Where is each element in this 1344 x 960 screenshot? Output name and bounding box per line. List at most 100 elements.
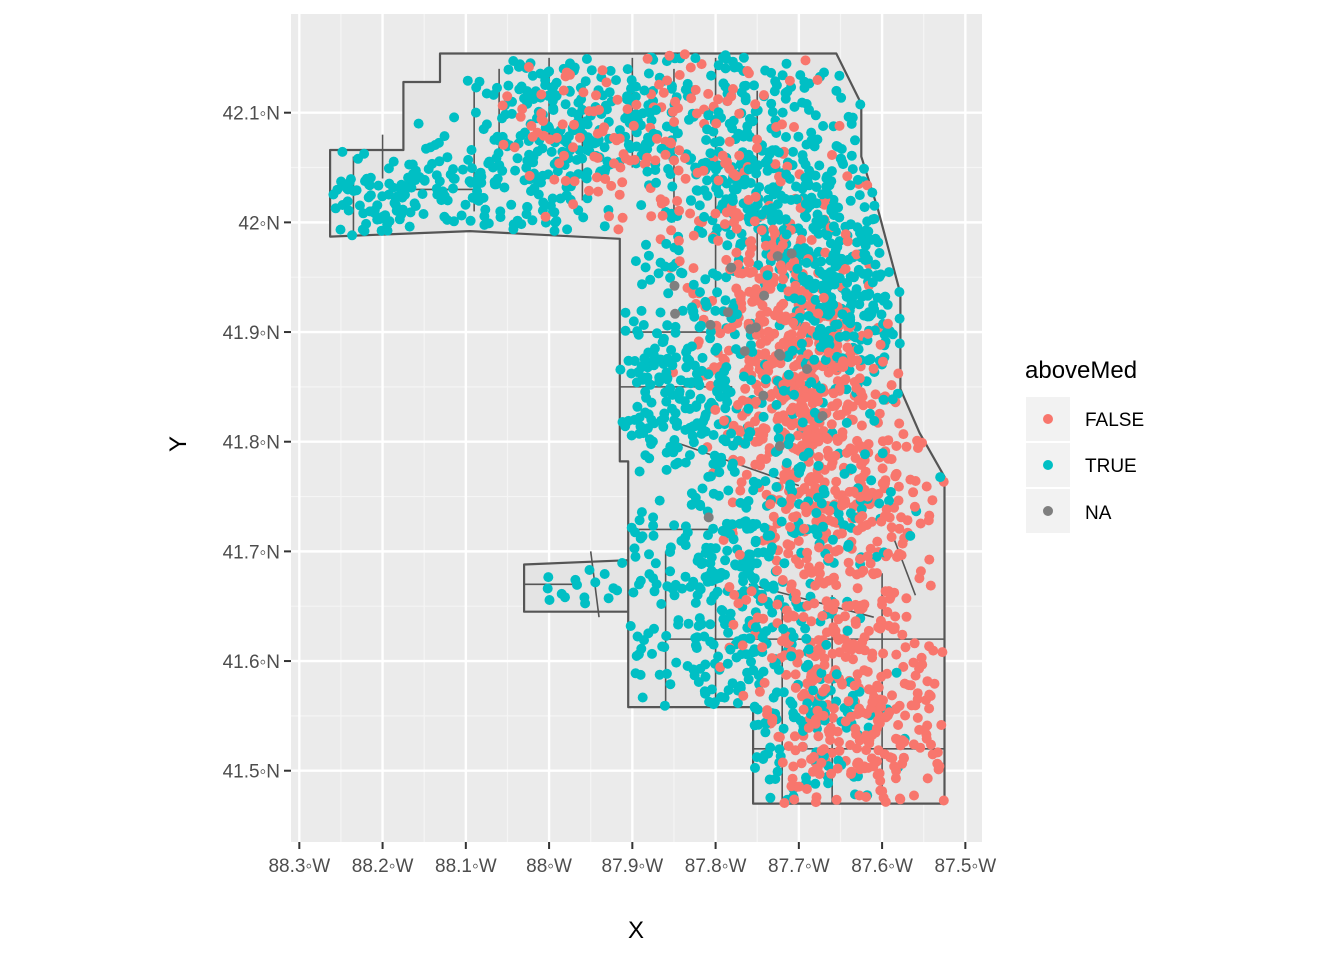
x-tick-label: 87.6◦W <box>851 856 913 877</box>
data-point-false <box>843 696 854 707</box>
data-point-true <box>870 259 881 270</box>
data-point-false <box>568 142 578 153</box>
data-point-false <box>788 512 799 523</box>
data-point-true <box>866 475 877 486</box>
data-point-false <box>735 485 746 496</box>
data-point-true <box>799 210 810 221</box>
data-point-false <box>746 586 757 597</box>
data-point-false <box>813 452 824 462</box>
data-point-false <box>810 714 821 725</box>
data-point-false <box>875 785 886 796</box>
data-point-false <box>760 424 771 434</box>
data-point-true <box>831 669 842 680</box>
data-point-true <box>612 585 623 596</box>
data-point-true <box>859 163 869 174</box>
data-point-false <box>497 100 508 111</box>
data-point-true <box>748 476 759 487</box>
data-point-true <box>837 309 848 320</box>
data-point-true <box>749 701 760 712</box>
data-point-true <box>620 421 631 432</box>
data-point-true <box>842 625 853 636</box>
data-point-false <box>870 727 881 738</box>
data-point-true <box>657 641 668 652</box>
data-point-true <box>680 403 691 414</box>
data-point-false <box>766 653 777 664</box>
data-point-true <box>700 274 711 285</box>
data-point-true <box>377 191 388 202</box>
data-point-false <box>842 342 853 353</box>
data-point-true <box>731 344 741 355</box>
data-point-true <box>622 64 633 75</box>
data-point-true <box>689 421 700 432</box>
data-point-false <box>568 199 579 210</box>
data-point-false <box>748 266 758 277</box>
data-point-true <box>640 262 651 273</box>
data-point-true <box>778 687 789 698</box>
data-point-false <box>818 292 829 303</box>
data-point-false <box>777 575 788 585</box>
data-point-false <box>874 768 885 779</box>
data-point-true <box>646 414 657 425</box>
data-point-false <box>680 153 690 164</box>
data-point-true <box>670 579 681 590</box>
legend-item-true: TRUE <box>1026 443 1137 487</box>
data-point-false <box>790 280 801 291</box>
data-point-false <box>862 491 873 502</box>
data-point-true <box>748 485 759 496</box>
data-point-false <box>724 136 735 147</box>
data-point-true <box>887 394 898 405</box>
data-point-false <box>657 210 668 221</box>
data-point-true <box>842 277 853 288</box>
data-point-true <box>673 619 684 630</box>
data-point-true <box>771 482 782 492</box>
x-tick-label: 88.2◦W <box>352 856 414 877</box>
data-point-true <box>869 200 880 211</box>
data-point-false <box>897 538 908 549</box>
data-point-true <box>814 160 825 171</box>
data-point-true <box>478 124 489 135</box>
data-point-false <box>609 158 619 169</box>
data-point-true <box>626 430 637 441</box>
data-point-false <box>848 486 859 497</box>
data-point-true <box>750 762 760 773</box>
data-point-true <box>682 353 693 364</box>
data-point-true <box>544 595 555 605</box>
data-point-false <box>750 416 760 427</box>
data-point-true <box>735 497 746 508</box>
data-point-true <box>680 424 691 435</box>
data-point-false <box>908 657 919 668</box>
data-point-true <box>697 228 708 238</box>
data-point-true <box>404 159 415 170</box>
data-point-false <box>818 710 829 721</box>
data-point-true <box>712 586 723 597</box>
x-tick-label: 87.5◦W <box>935 856 997 877</box>
data-point-false <box>901 611 912 622</box>
data-point-false <box>685 208 696 219</box>
data-point-true <box>877 448 888 459</box>
data-point-false <box>781 669 792 680</box>
data-point-true <box>603 593 614 604</box>
data-point-false <box>843 557 854 568</box>
data-point-true <box>729 466 740 477</box>
data-point-true <box>789 389 799 400</box>
data-point-true <box>662 581 673 592</box>
data-point-true <box>463 154 474 165</box>
data-point-true <box>780 214 791 225</box>
data-point-true <box>390 193 401 204</box>
data-point-true <box>830 261 841 272</box>
data-point-true <box>702 175 713 186</box>
data-point-true <box>751 168 762 179</box>
data-point-true <box>512 215 523 226</box>
data-point-true <box>778 623 789 634</box>
data-point-false <box>891 649 902 660</box>
data-point-true <box>845 195 856 206</box>
data-point-false <box>799 569 810 580</box>
data-point-true <box>670 459 681 470</box>
data-point-true <box>768 189 779 200</box>
data-point-true <box>747 347 758 357</box>
data-point-true <box>723 485 734 496</box>
data-point-true <box>661 464 672 475</box>
data-point-true <box>656 599 667 609</box>
data-point-true <box>884 495 894 506</box>
data-point-false <box>799 404 810 415</box>
